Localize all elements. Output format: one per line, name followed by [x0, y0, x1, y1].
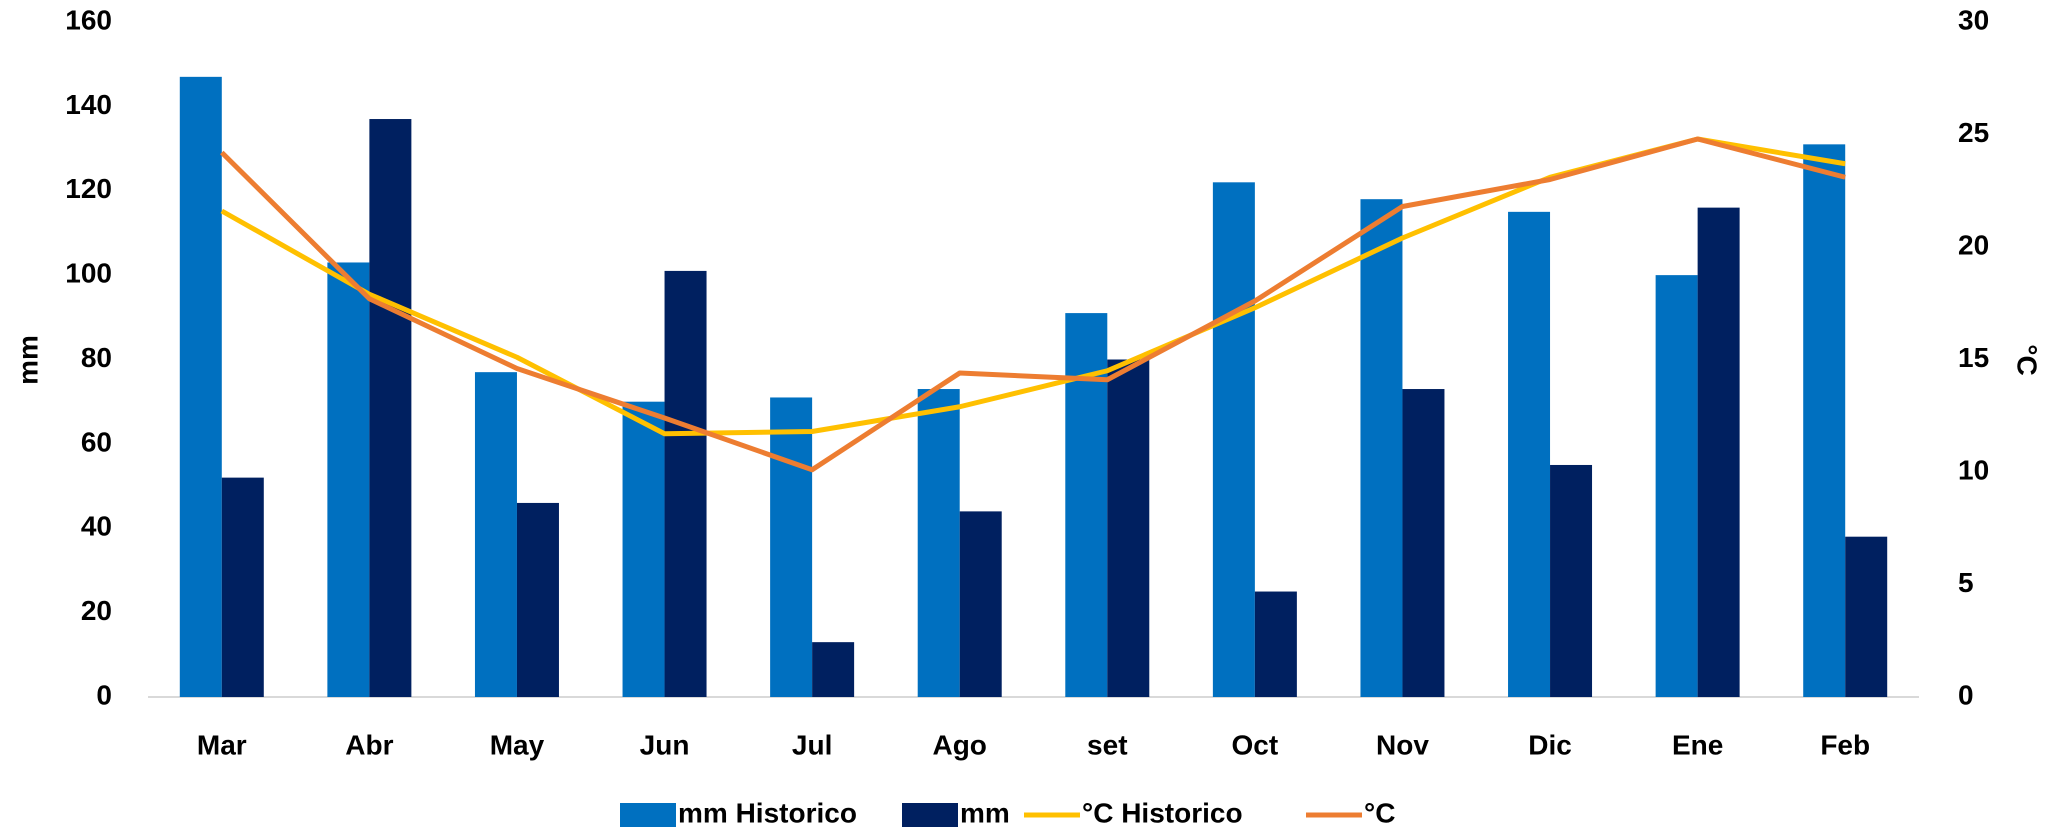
- x-tick-label: Nov: [1376, 729, 1429, 760]
- legend-swatch: [620, 803, 676, 827]
- x-tick-label: Ago: [932, 729, 986, 760]
- y2-tick-label: 0: [1958, 679, 1974, 710]
- y-tick-label: 120: [65, 173, 112, 204]
- bar: [1508, 211, 1551, 697]
- bar: [1845, 536, 1888, 697]
- y-tick-label: 140: [65, 89, 112, 120]
- x-tick-label: Dic: [1528, 729, 1572, 760]
- x-tick-label: Abr: [345, 729, 393, 760]
- line: [220, 136, 1846, 437]
- legend-label: mm Historico: [678, 797, 857, 828]
- legend-label: mm: [960, 797, 1010, 828]
- x-tick-label: May: [490, 729, 545, 760]
- bar: [1254, 591, 1297, 697]
- bar: [1655, 275, 1698, 697]
- x-tick-label: Ene: [1672, 729, 1723, 760]
- bar: [327, 262, 370, 697]
- line: [220, 136, 1846, 473]
- y2-tick-label: 15: [1958, 342, 1989, 373]
- bar: [1107, 359, 1150, 697]
- bar: [622, 401, 665, 697]
- y-tick-label: 80: [81, 342, 112, 373]
- y2-tick-label: 25: [1958, 117, 1989, 148]
- bar: [516, 502, 559, 697]
- x-tick-label: Mar: [197, 729, 247, 760]
- bar: [1550, 464, 1593, 697]
- x-tick-label: set: [1087, 729, 1127, 760]
- y-tick-label: 100: [65, 258, 112, 289]
- y-tick-label: 0: [96, 679, 112, 710]
- legend-label: °C: [1364, 797, 1395, 828]
- x-tick-label: Feb: [1820, 729, 1870, 760]
- y2-tick-label: 30: [1958, 4, 1989, 35]
- bar: [1803, 144, 1846, 697]
- x-tick-label: Jul: [792, 729, 832, 760]
- x-tick-label: Jun: [640, 729, 690, 760]
- bar: [179, 76, 222, 697]
- legend-swatch: [902, 803, 958, 827]
- y-tick-label: 20: [81, 595, 112, 626]
- bar: [959, 511, 1002, 697]
- bar: [917, 389, 960, 697]
- y-tick-label: 60: [81, 426, 112, 457]
- bar: [1212, 182, 1255, 697]
- bar: [1697, 207, 1740, 697]
- bar: [770, 397, 813, 697]
- y2-tick-label: 5: [1958, 567, 1974, 598]
- bar: [812, 642, 855, 697]
- y-tick-label: 40: [81, 511, 112, 542]
- bar: [369, 119, 412, 697]
- bar: [664, 270, 707, 697]
- x-tick-label: Oct: [1232, 729, 1279, 760]
- y2-axis-title: °C: [2012, 344, 2043, 375]
- bar: [1360, 199, 1403, 697]
- bar: [221, 477, 264, 697]
- legend-label: °C Historico: [1082, 797, 1243, 828]
- y-axis-title: mm: [12, 335, 43, 385]
- bar: [474, 372, 517, 697]
- bar: [1402, 389, 1445, 697]
- y2-tick-label: 20: [1958, 229, 1989, 260]
- y-tick-label: 160: [65, 4, 112, 35]
- y2-tick-label: 10: [1958, 454, 1989, 485]
